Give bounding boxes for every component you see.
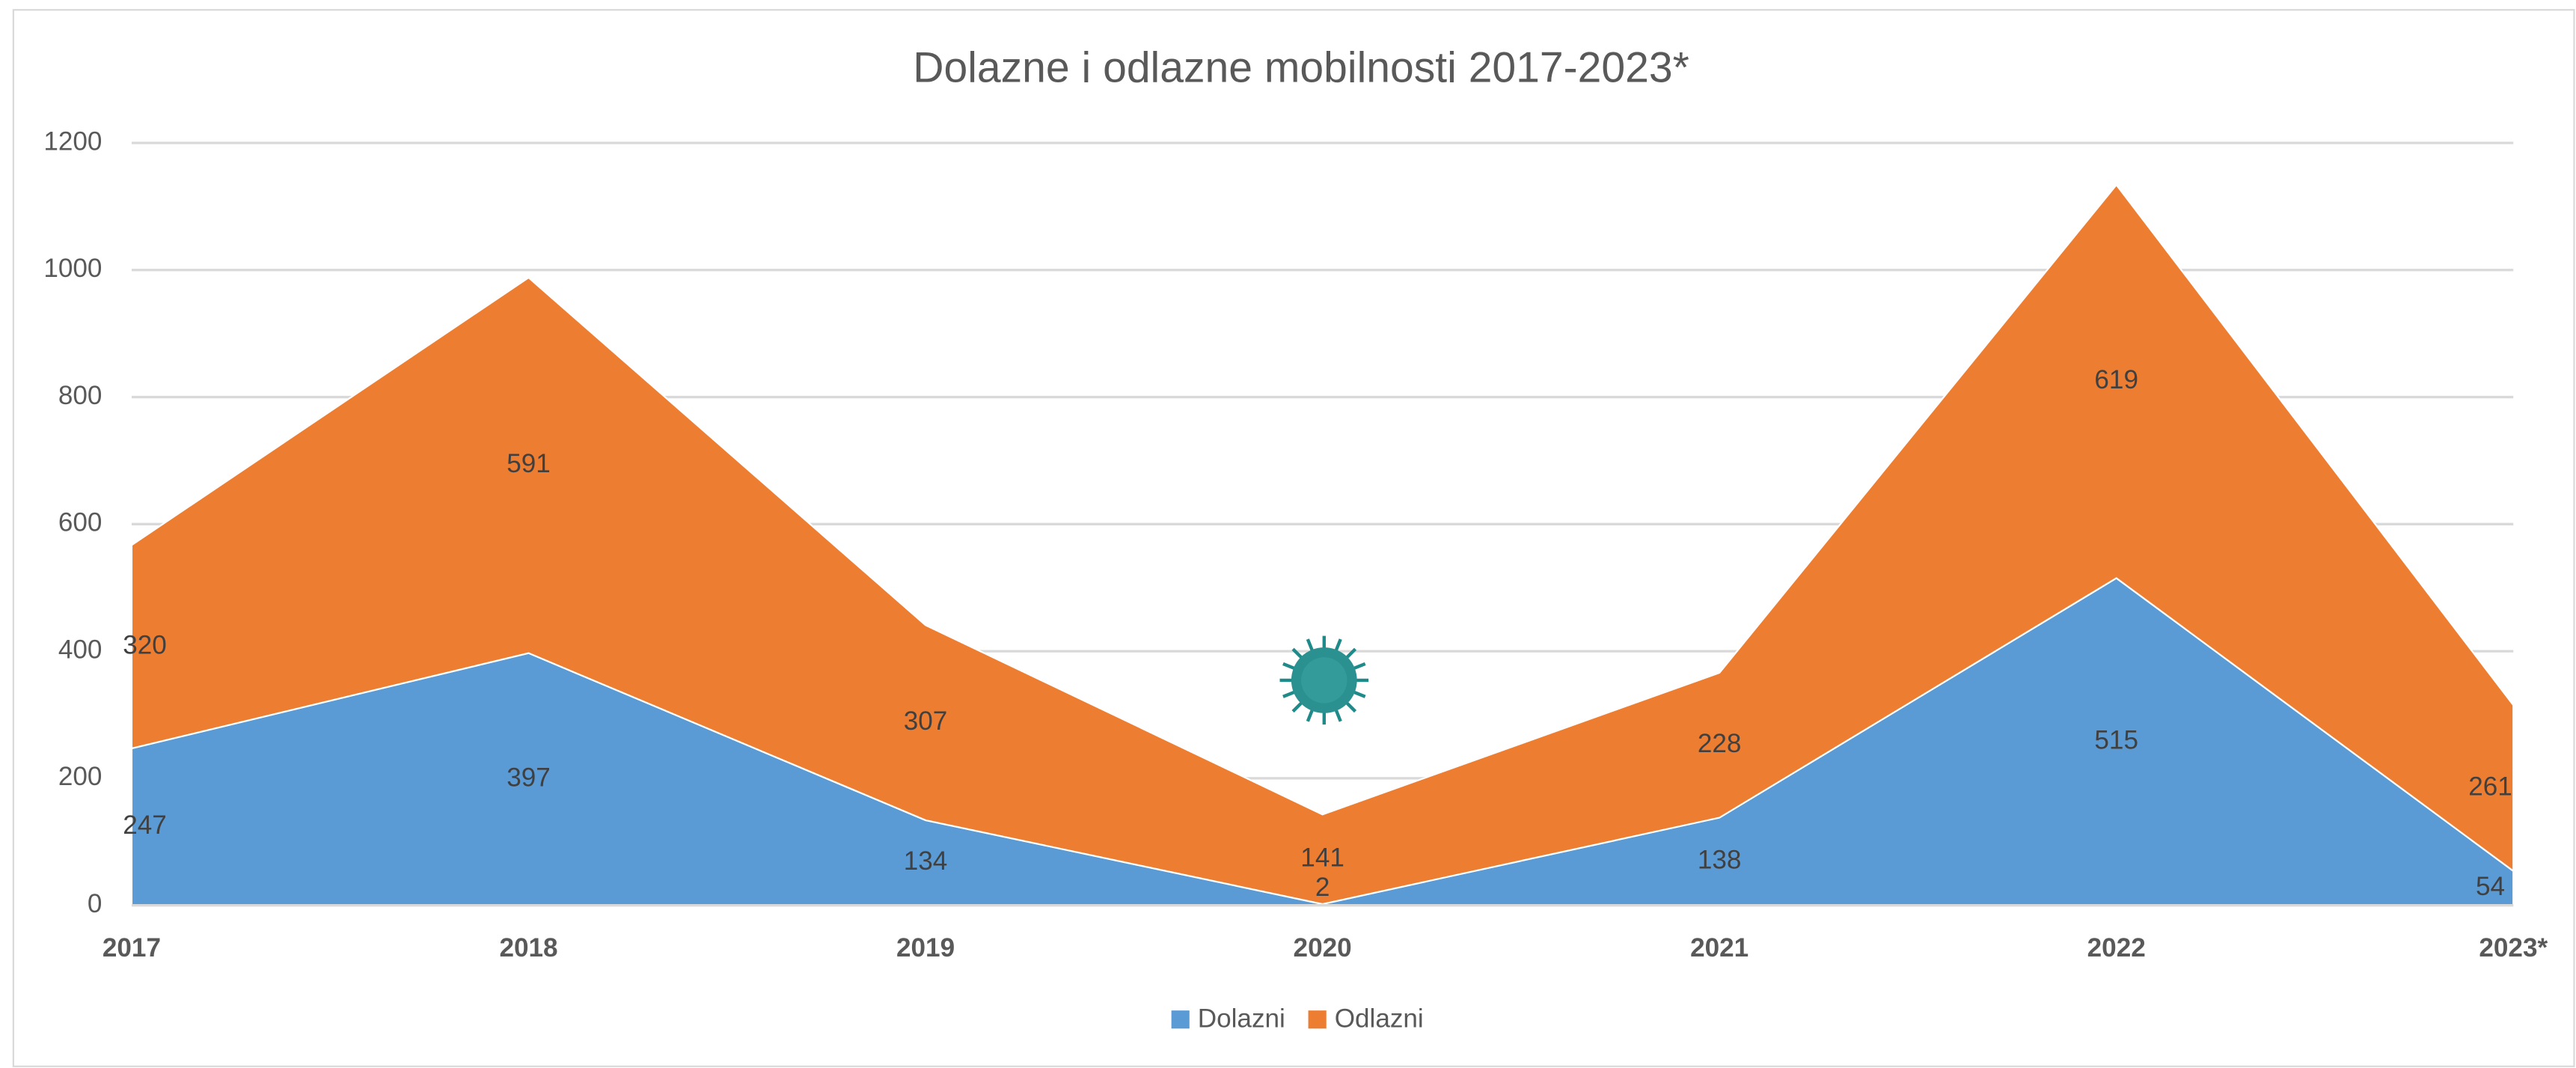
legend-swatch: [1308, 1010, 1327, 1029]
x-tick-label: 2023*: [2479, 933, 2548, 962]
x-tick-label: 2020: [1294, 933, 1352, 962]
y-tick-label: 1200: [43, 126, 102, 156]
data-label: 141: [1300, 843, 1344, 872]
y-tick-label: 0: [88, 889, 103, 918]
area: [130, 183, 2515, 906]
y-tick-label: 400: [58, 635, 103, 664]
legend-swatch: [1171, 1010, 1190, 1029]
data-label: 134: [904, 846, 948, 876]
y-tick-label: 800: [58, 381, 103, 410]
y-tick-label: 200: [58, 762, 103, 791]
x-tick-label: 2019: [896, 933, 955, 962]
data-label: 397: [507, 763, 551, 792]
data-label: 515: [2094, 725, 2138, 754]
y-tick-label: 600: [58, 508, 103, 537]
data-label: 138: [1698, 845, 1742, 874]
legend-label: Odlazni: [1335, 1004, 1424, 1034]
y-tick-label: 1000: [43, 254, 102, 283]
data-label: 54: [2476, 872, 2505, 901]
data-label: 228: [1698, 729, 1742, 758]
x-tick-label: 2022: [2087, 933, 2146, 962]
data-label: 320: [123, 630, 167, 659]
data-label: 261: [2468, 772, 2512, 801]
data-label: 619: [2094, 365, 2138, 394]
data-label: 307: [904, 707, 948, 736]
legend-label: Dolazni: [1198, 1004, 1285, 1034]
chart-title: Dolazne i odlazne mobilnosti 2017-2023*: [913, 43, 1689, 91]
x-tick-label: 2018: [499, 933, 557, 962]
data-label: 247: [123, 811, 167, 840]
x-tick-label: 2021: [1690, 933, 1749, 962]
x-tick-label: 2017: [103, 933, 161, 962]
data-label: 591: [507, 449, 551, 478]
virus-icon: [1279, 635, 1369, 725]
data-label: 2: [1315, 873, 1330, 902]
